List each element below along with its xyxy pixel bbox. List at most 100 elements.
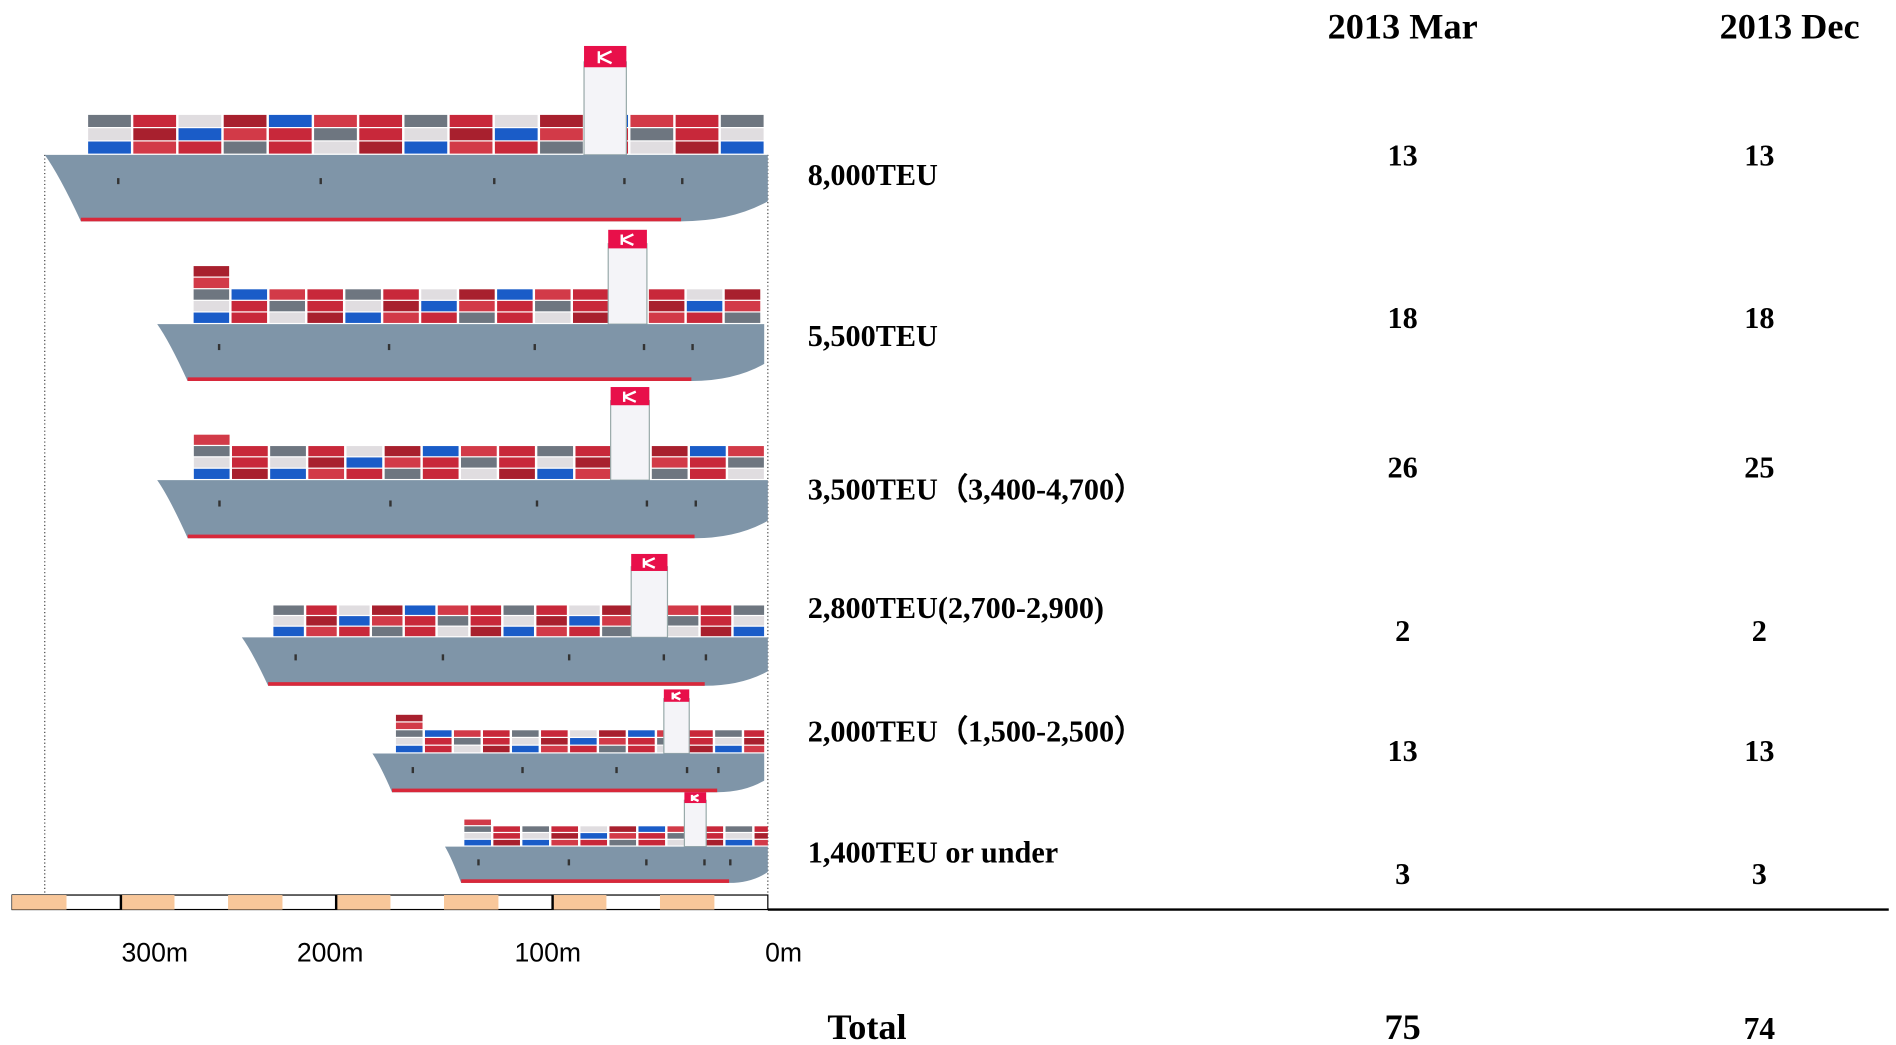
container bbox=[404, 605, 436, 615]
container bbox=[667, 605, 699, 615]
porthole bbox=[521, 767, 524, 774]
container bbox=[725, 839, 753, 846]
container bbox=[459, 312, 495, 323]
container bbox=[720, 128, 764, 141]
container bbox=[535, 312, 571, 323]
container bbox=[345, 300, 381, 312]
container bbox=[570, 738, 597, 745]
container bbox=[384, 446, 421, 457]
ship bbox=[157, 387, 768, 539]
container bbox=[494, 128, 538, 141]
porthole bbox=[681, 178, 684, 185]
funnel bbox=[610, 400, 650, 481]
container bbox=[384, 468, 421, 479]
container bbox=[536, 626, 567, 637]
count: 26 bbox=[1388, 451, 1418, 485]
container bbox=[535, 300, 571, 312]
row-label: 2,000TEU（1,500-2,500） bbox=[808, 714, 1145, 748]
container bbox=[696, 826, 724, 832]
porthole bbox=[387, 344, 391, 351]
row-label: 2,800TEU(2,700-2,900) bbox=[808, 591, 1104, 625]
container bbox=[667, 833, 695, 839]
porthole bbox=[535, 500, 539, 507]
container bbox=[569, 616, 600, 626]
container bbox=[494, 141, 538, 154]
count: 3 bbox=[1395, 857, 1410, 891]
container bbox=[395, 722, 423, 730]
container bbox=[609, 826, 637, 832]
count: 13 bbox=[1388, 734, 1418, 768]
container bbox=[630, 128, 674, 141]
container bbox=[512, 730, 539, 737]
container bbox=[536, 605, 567, 615]
ship bbox=[241, 553, 768, 686]
container bbox=[689, 446, 726, 457]
container bbox=[602, 616, 633, 626]
waterline bbox=[392, 788, 718, 793]
container bbox=[609, 833, 637, 839]
waterline bbox=[187, 534, 695, 539]
funnel bbox=[630, 566, 669, 639]
container bbox=[675, 128, 719, 141]
container bbox=[231, 468, 268, 479]
logo bbox=[584, 45, 627, 68]
container bbox=[638, 833, 666, 839]
container bbox=[453, 738, 481, 745]
container bbox=[453, 730, 481, 737]
container bbox=[686, 300, 723, 312]
container bbox=[537, 468, 574, 479]
container bbox=[460, 457, 497, 468]
container bbox=[404, 626, 436, 637]
container bbox=[724, 289, 761, 300]
container bbox=[270, 446, 306, 457]
porthole bbox=[691, 344, 694, 351]
container bbox=[482, 738, 510, 745]
container bbox=[437, 626, 469, 637]
container bbox=[449, 114, 493, 127]
scale-segment bbox=[12, 895, 67, 910]
container bbox=[720, 114, 764, 127]
container bbox=[395, 738, 423, 745]
container bbox=[724, 300, 761, 312]
container bbox=[628, 745, 655, 753]
container bbox=[395, 714, 423, 722]
row-label: 3,500TEU（3,400-4,700） bbox=[808, 473, 1145, 507]
scale-segment bbox=[228, 895, 283, 910]
container bbox=[372, 605, 403, 615]
ship bbox=[444, 792, 768, 883]
ship bbox=[372, 689, 765, 793]
container bbox=[700, 616, 732, 626]
porthole bbox=[685, 767, 689, 774]
container bbox=[133, 128, 177, 141]
container bbox=[667, 626, 699, 637]
container bbox=[268, 141, 312, 154]
container bbox=[178, 114, 222, 127]
container bbox=[602, 605, 633, 615]
container bbox=[494, 114, 538, 127]
porthole bbox=[623, 178, 626, 185]
total-label: Total bbox=[827, 1007, 906, 1045]
scale-label: 0m bbox=[765, 938, 802, 968]
container bbox=[339, 616, 370, 626]
container bbox=[728, 468, 764, 479]
container bbox=[424, 738, 452, 745]
container bbox=[628, 738, 655, 745]
container bbox=[88, 128, 131, 141]
container bbox=[551, 826, 579, 832]
container bbox=[667, 616, 699, 626]
container bbox=[395, 730, 423, 737]
container bbox=[754, 833, 768, 839]
container bbox=[715, 730, 742, 737]
porthole bbox=[533, 344, 536, 351]
container bbox=[437, 605, 469, 615]
logo-mark bbox=[620, 233, 634, 247]
container bbox=[345, 289, 381, 300]
container bbox=[422, 446, 459, 457]
row-label: 1,400TEU or under bbox=[808, 835, 1058, 869]
container bbox=[193, 312, 230, 323]
container bbox=[231, 289, 268, 300]
container bbox=[575, 446, 612, 457]
count: 2 bbox=[1752, 614, 1767, 648]
container bbox=[307, 300, 343, 312]
row-label: 8,000TEU bbox=[808, 158, 938, 192]
